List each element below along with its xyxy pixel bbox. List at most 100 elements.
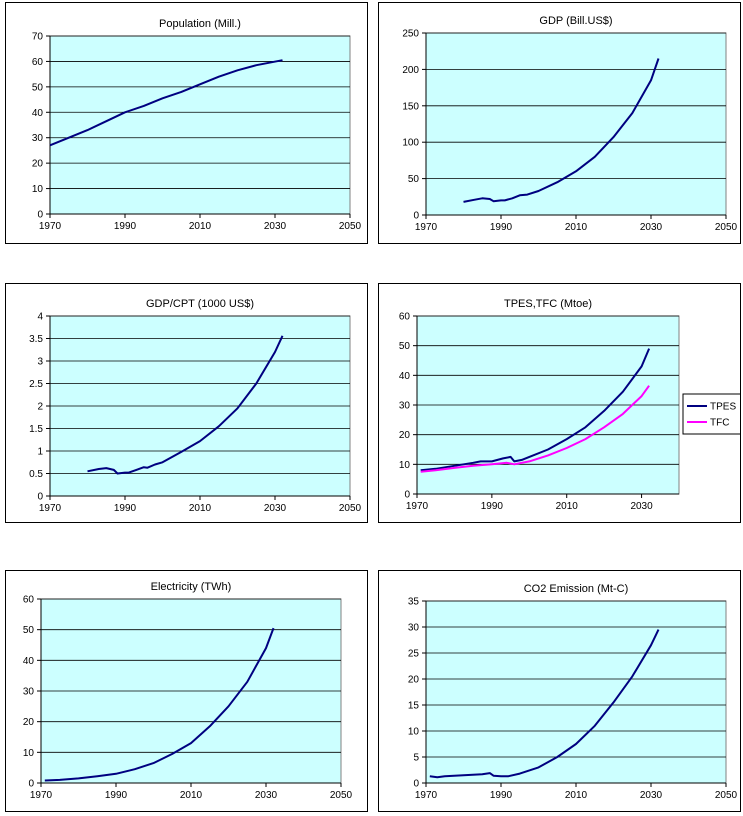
chart-svg: GDP/CPT (1000 US$) 0 0.5 1 1.5 2 2.5 3 3.5 4 1970 1… — [29, 298, 362, 514]
y-tick-label: 20 — [23, 717, 35, 728]
series-line-1 — [463, 58, 660, 203]
population-chart: Population (Mill.) 0 10 20 30 40 50 60 70 1970 199… — [5, 2, 368, 244]
x-tick-label: 2030 — [640, 222, 663, 233]
y-tick-label: 20 — [32, 159, 44, 170]
y-tick-label: 30 — [399, 401, 411, 412]
x-tick-label: 2030 — [264, 503, 287, 514]
y-tick-label: 1 — [37, 447, 43, 458]
y-tick-label: 20 — [399, 430, 411, 441]
y-tick-label: 60 — [32, 57, 44, 68]
y-tick-label: 2.5 — [29, 379, 43, 390]
series-line-1 — [49, 59, 283, 147]
x-tick-label: 2050 — [339, 221, 362, 232]
x-tick-label: 2050 — [715, 222, 738, 233]
legend: TPES TFC — [682, 393, 740, 435]
legend-label: TPES — [710, 402, 736, 413]
series-line-1 — [87, 335, 284, 475]
x-tick-label: 1990 — [105, 790, 128, 801]
y-tick-label: 30 — [32, 133, 44, 144]
y-tick-label: 3 — [37, 357, 43, 368]
y-tick-label: 30 — [408, 623, 420, 634]
y-tick-label: 30 — [23, 687, 35, 698]
y-tick-label: 50 — [23, 625, 35, 636]
series-line-1 — [44, 627, 275, 782]
y-tick-label: 60 — [23, 595, 35, 606]
y-tick-label: 5 — [413, 753, 419, 764]
y-tick-label: 0 — [28, 779, 34, 790]
x-tick-label: 2010 — [180, 790, 203, 801]
y-tick-label: 150 — [402, 101, 419, 112]
x-tick-label: 2010 — [189, 221, 212, 232]
y-tick-label: 10 — [32, 184, 44, 195]
y-tick-label: 250 — [402, 29, 419, 40]
chart-title: Electricity (TWh) — [151, 581, 232, 593]
y-tick-label: 60 — [399, 312, 411, 323]
y-tick-label: 1.5 — [29, 424, 43, 435]
legend-label: TFC — [710, 418, 729, 429]
tpes-tfc-chart: TPES,TFC (Mtoe) 0 10 20 30 40 50 60 1970 1990 2010… — [378, 283, 741, 523]
x-tick-label: 1970 — [415, 222, 438, 233]
x-tick-label: 2030 — [640, 790, 663, 801]
x-tick-label: 1970 — [30, 790, 53, 801]
y-tick-label: 0 — [413, 211, 419, 222]
y-tick-label: 10 — [23, 748, 35, 759]
y-tick-label: 70 — [32, 32, 44, 43]
chart-title: TPES,TFC (Mtoe) — [504, 298, 592, 310]
y-tick-label: 50 — [408, 174, 420, 185]
y-tick-label: 3.5 — [29, 334, 43, 345]
x-tick-label: 2010 — [565, 222, 588, 233]
chart-title: GDP (Bill.US$) — [539, 15, 612, 27]
y-tick-label: 100 — [402, 138, 419, 149]
y-tick-label: 35 — [408, 597, 420, 608]
y-tick-label: 4 — [37, 312, 43, 323]
y-tick-label: 0.5 — [29, 469, 43, 480]
x-tick-label: 2050 — [330, 790, 353, 801]
y-tick-label: 0 — [413, 779, 419, 790]
x-tick-label: 1990 — [481, 501, 504, 512]
x-tick-label: 1970 — [39, 221, 62, 232]
x-tick-label: 1990 — [490, 222, 513, 233]
x-tick-label: 2030 — [255, 790, 278, 801]
x-tick-label: 2030 — [630, 501, 653, 512]
y-tick-label: 50 — [399, 341, 411, 352]
y-tick-label: 15 — [408, 701, 420, 712]
series-line-tpes — [420, 348, 651, 472]
y-tick-label: 40 — [32, 108, 44, 119]
plot-area — [425, 600, 727, 784]
y-tick-label: 200 — [402, 65, 419, 76]
x-tick-label: 2010 — [556, 501, 579, 512]
y-tick-label: 10 — [399, 460, 411, 471]
y-tick-label: 50 — [32, 82, 44, 93]
x-tick-label: 1990 — [114, 221, 137, 232]
plot-area — [49, 35, 351, 215]
x-tick-label: 1970 — [39, 503, 62, 514]
x-tick-label: 2050 — [339, 503, 362, 514]
chart-title: CO2 Emission (Mt-C) — [524, 583, 629, 595]
x-tick-label: 1970 — [415, 790, 438, 801]
legend-box — [682, 393, 740, 435]
y-tick-label: 0 — [404, 490, 410, 501]
x-tick-label: 1970 — [406, 501, 429, 512]
y-tick-label: 0 — [37, 210, 43, 221]
gdp-chart: GDP (Bill.US$) 0 50 100 150 200 250 1970 1990 201… — [378, 2, 741, 244]
chart-title: GDP/CPT (1000 US$) — [146, 298, 254, 310]
x-tick-label: 1990 — [490, 790, 513, 801]
chart-svg: CO2 Emission (Mt-C) 0 5 10 15 20 25 30 35 1970 199… — [408, 583, 738, 801]
y-tick-label: 10 — [408, 727, 420, 738]
chart-title: Population (Mill.) — [159, 18, 241, 30]
y-tick-label: 40 — [23, 656, 35, 667]
y-tick-label: 40 — [399, 371, 411, 382]
series-line-tfc — [420, 385, 650, 473]
x-tick-label: 2010 — [565, 790, 588, 801]
x-tick-label: 2050 — [715, 790, 738, 801]
y-tick-label: 25 — [408, 649, 420, 660]
y-tick-label: 2 — [37, 402, 43, 413]
series-line-1 — [429, 629, 660, 779]
x-tick-label: 1990 — [114, 503, 137, 514]
chart-svg: GDP (Bill.US$) 0 50 100 150 200 250 1970 1990 201… — [402, 15, 738, 233]
gdp-per-capita-chart: GDP/CPT (1000 US$) 0 0.5 1 1.5 2 2.5 3 3.5 4 1970 1… — [5, 283, 368, 523]
x-tick-label: 2030 — [264, 221, 287, 232]
